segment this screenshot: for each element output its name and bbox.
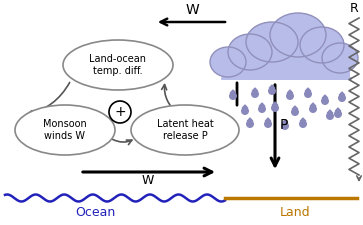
Polygon shape: [272, 102, 278, 105]
Text: P: P: [280, 118, 288, 132]
Polygon shape: [292, 106, 298, 109]
Text: Latent heat
release P: Latent heat release P: [156, 119, 213, 141]
Circle shape: [286, 92, 294, 100]
Ellipse shape: [270, 13, 326, 57]
Polygon shape: [230, 90, 236, 93]
Text: Monsoon
winds W: Monsoon winds W: [43, 119, 87, 141]
Circle shape: [109, 101, 131, 123]
Text: Land: Land: [280, 205, 310, 218]
Polygon shape: [259, 103, 265, 106]
Polygon shape: [247, 118, 253, 121]
Text: Land-ocean
temp. diff.: Land-ocean temp. diff.: [90, 54, 147, 76]
Circle shape: [246, 120, 254, 128]
Circle shape: [264, 120, 272, 128]
Circle shape: [291, 108, 299, 116]
Circle shape: [321, 97, 329, 105]
Ellipse shape: [131, 105, 239, 155]
Circle shape: [228, 120, 236, 128]
Polygon shape: [305, 88, 311, 91]
Circle shape: [304, 90, 312, 98]
Circle shape: [229, 92, 237, 100]
Polygon shape: [339, 92, 345, 95]
Ellipse shape: [300, 27, 344, 63]
Circle shape: [338, 94, 346, 102]
Polygon shape: [252, 88, 258, 91]
Text: W: W: [142, 173, 154, 187]
Circle shape: [251, 90, 259, 98]
Circle shape: [309, 105, 317, 113]
Polygon shape: [242, 105, 248, 108]
Circle shape: [258, 105, 266, 113]
Ellipse shape: [228, 34, 272, 70]
Circle shape: [241, 107, 249, 115]
Polygon shape: [229, 118, 235, 121]
Polygon shape: [287, 90, 293, 93]
Polygon shape: [322, 95, 328, 98]
Polygon shape: [269, 85, 275, 88]
Polygon shape: [300, 118, 306, 121]
Polygon shape: [310, 103, 316, 106]
Polygon shape: [335, 108, 341, 111]
Text: R: R: [350, 2, 358, 14]
Circle shape: [299, 120, 307, 128]
Polygon shape: [327, 110, 333, 113]
Ellipse shape: [322, 43, 358, 73]
Text: W: W: [185, 3, 199, 17]
Ellipse shape: [15, 105, 115, 155]
Ellipse shape: [210, 47, 246, 77]
Circle shape: [326, 112, 334, 120]
Circle shape: [334, 110, 342, 118]
Bar: [222, 52, 350, 80]
Text: +: +: [114, 105, 126, 119]
Polygon shape: [265, 118, 271, 121]
Circle shape: [281, 122, 289, 130]
Text: Ocean: Ocean: [75, 205, 115, 218]
Ellipse shape: [63, 40, 173, 90]
Polygon shape: [282, 120, 288, 123]
Circle shape: [268, 87, 276, 95]
Ellipse shape: [246, 22, 298, 62]
Circle shape: [271, 104, 279, 112]
